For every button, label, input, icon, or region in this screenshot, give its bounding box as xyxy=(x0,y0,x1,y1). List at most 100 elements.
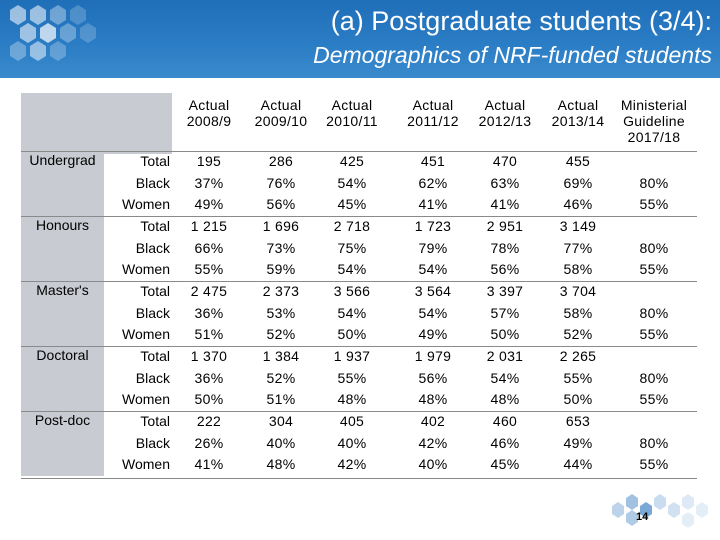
table-cell: 40% xyxy=(418,456,448,472)
column-header: Actual 2012/13 xyxy=(460,97,550,129)
table-cell: 40% xyxy=(337,435,367,451)
table-cell: 1 696 xyxy=(262,218,300,234)
table-cell: 50% xyxy=(490,326,520,342)
table-cell: 62% xyxy=(418,175,448,191)
table-cell: 470 xyxy=(492,153,518,169)
table-cell: 48% xyxy=(490,391,520,407)
table-cell: 80% xyxy=(639,175,669,191)
column-header-line: 2012/13 xyxy=(478,113,532,129)
table-cell: 69% xyxy=(563,175,593,191)
slide-header: (a) Postgraduate students (3/4): Demogra… xyxy=(0,0,720,78)
group-label: Post-doc xyxy=(34,412,91,428)
table-cell: 195 xyxy=(196,153,222,169)
table-cell: 46% xyxy=(490,435,520,451)
table-cell: 451 xyxy=(420,153,446,169)
column-header-line: Actual xyxy=(412,97,454,113)
table-cell: 58% xyxy=(563,305,593,321)
table-cell: 66% xyxy=(194,240,224,256)
table-cell: 50% xyxy=(563,391,593,407)
table-cell: 36% xyxy=(194,305,224,321)
table-cell: 73% xyxy=(266,240,296,256)
slide-subtitle: Demographics of NRF-funded students xyxy=(313,42,712,68)
table-cell: 56% xyxy=(266,196,296,212)
hexagon-footer-icon xyxy=(612,494,708,528)
table-cell: 52% xyxy=(266,326,296,342)
table-cell: 79% xyxy=(418,240,448,256)
table-cell: 55% xyxy=(194,261,224,277)
table-cell: 37% xyxy=(194,175,224,191)
column-header: Actual 2009/10 xyxy=(236,97,326,129)
row-label: Women xyxy=(122,456,170,472)
table-cell: 59% xyxy=(266,261,296,277)
row-label: Total xyxy=(140,348,170,364)
table-cell: 41% xyxy=(418,196,448,212)
table-cell: 48% xyxy=(337,391,367,407)
column-header-line: 2010/11 xyxy=(326,113,378,129)
table-cell: 1 370 xyxy=(190,348,228,364)
table-cell: 45% xyxy=(337,196,367,212)
table-cell: 51% xyxy=(266,391,296,407)
table-cell: 54% xyxy=(337,305,367,321)
column-header-line: Actual xyxy=(260,97,302,113)
row-label: Total xyxy=(140,283,170,299)
table-cell: 48% xyxy=(266,456,296,472)
table-cell: 42% xyxy=(418,435,448,451)
column-header-line: 2013/14 xyxy=(551,113,605,129)
column-header-line: 2011/12 xyxy=(407,113,459,129)
table-cell: 54% xyxy=(337,261,367,277)
column-header-line: 2017/18 xyxy=(627,129,681,145)
table-cell: 75% xyxy=(337,240,367,256)
table-cell: 49% xyxy=(563,435,593,451)
table-cell: 54% xyxy=(490,370,520,386)
table-cell: 26% xyxy=(194,435,224,451)
row-label: Women xyxy=(122,391,170,407)
table-cell: 41% xyxy=(490,196,520,212)
column-header-line: Actual xyxy=(484,97,526,113)
slide-title: (a) Postgraduate students (3/4): xyxy=(330,6,712,36)
row-label: Black xyxy=(135,305,170,321)
column-header-line: Ministerial xyxy=(620,97,688,113)
table-cell: 55% xyxy=(639,196,669,212)
row-label: Total xyxy=(140,218,170,234)
table-cell: 54% xyxy=(418,305,448,321)
table-cell: 3 397 xyxy=(486,283,524,299)
table-cell: 1 723 xyxy=(414,218,452,234)
table-cell: 80% xyxy=(639,240,669,256)
column-header: Actual 2013/14 xyxy=(533,97,623,129)
column-header-line: Guideline xyxy=(623,113,685,129)
table-cell: 41% xyxy=(194,456,224,472)
row-label: Total xyxy=(140,153,170,169)
table-cell: 57% xyxy=(490,305,520,321)
table-cell: 2 718 xyxy=(333,218,371,234)
table-cell: 2 265 xyxy=(559,348,597,364)
table-cell: 54% xyxy=(418,261,448,277)
table-cell: 56% xyxy=(490,261,520,277)
table-cell: 78% xyxy=(490,240,520,256)
table-cell: 50% xyxy=(337,326,367,342)
table-cell: 3 704 xyxy=(559,283,597,299)
table-cell: 63% xyxy=(490,175,520,191)
table-cell: 3 564 xyxy=(414,283,452,299)
table-cell: 455 xyxy=(565,153,591,169)
table-cell: 58% xyxy=(563,261,593,277)
table-cell: 286 xyxy=(268,153,294,169)
table-cell: 55% xyxy=(337,370,367,386)
table-cell: 2 373 xyxy=(262,283,300,299)
table-cell: 425 xyxy=(339,153,365,169)
table-cell: 2 475 xyxy=(190,283,228,299)
group-divider xyxy=(21,346,697,347)
row-label: Women xyxy=(122,261,170,277)
column-header: Ministerial Guideline 2017/18 xyxy=(609,97,699,145)
group-label: Master's xyxy=(36,282,89,298)
group-divider xyxy=(21,151,697,152)
column-header-line: 2009/10 xyxy=(254,113,308,129)
group-divider xyxy=(21,411,697,412)
table-bottom-border xyxy=(21,477,697,479)
row-label: Black xyxy=(135,370,170,386)
group-label-column xyxy=(21,154,104,476)
table-cell: 40% xyxy=(266,435,296,451)
group-label: Honours xyxy=(36,217,89,233)
table-cell: 1 937 xyxy=(333,348,371,364)
column-header: Actual 2010/11 xyxy=(307,97,397,129)
table-cell: 80% xyxy=(639,435,669,451)
